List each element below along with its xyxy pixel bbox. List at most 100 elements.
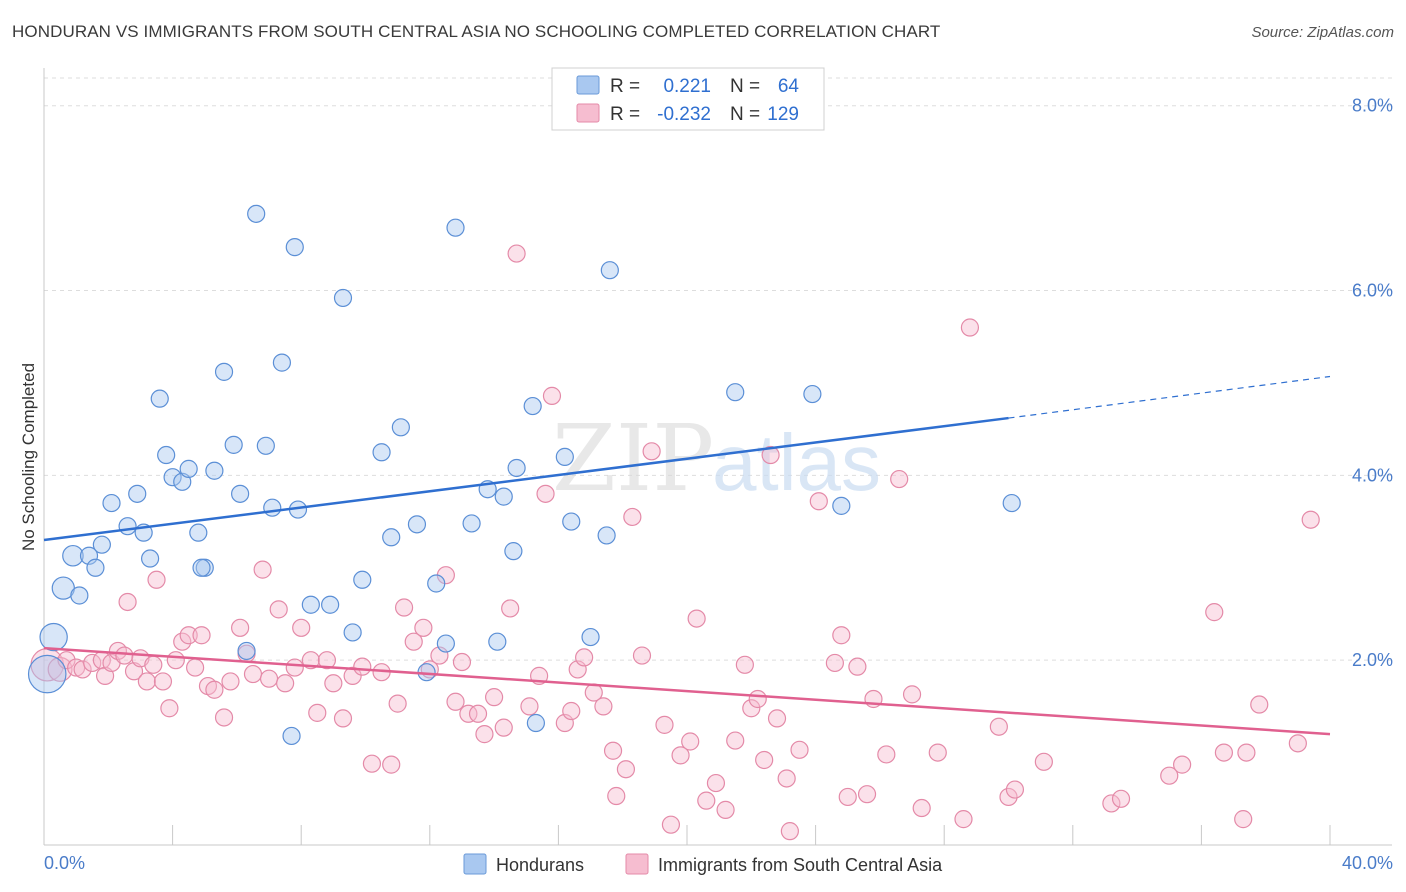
trend-lines — [43, 375, 1331, 736]
point-hondurans — [526, 713, 545, 733]
point-immigrants — [285, 658, 304, 677]
bottom-legend-label-immigrants: Immigrants from South Central Asia — [658, 855, 943, 875]
point-immigrants — [655, 715, 674, 734]
y-tick-label: 2.0% — [1352, 650, 1393, 670]
point-immigrants — [928, 743, 947, 762]
y-tick-label: 8.0% — [1352, 96, 1393, 116]
point-immigrants — [452, 652, 472, 672]
point-hondurans — [301, 595, 320, 614]
point-hondurans — [446, 218, 465, 237]
point-immigrants — [999, 787, 1018, 807]
point-immigrants — [333, 709, 353, 728]
point-hondurans — [263, 498, 282, 517]
y-tick-label: 6.0% — [1352, 281, 1393, 301]
point-immigrants — [1250, 695, 1269, 714]
legend-n-label-immigrants: N = — [730, 104, 760, 125]
legend: R = 0.221 N = 64 R = -0.232 N = 129 — [551, 67, 825, 131]
point-immigrants — [1237, 743, 1256, 762]
point-hondurans — [285, 238, 304, 257]
point-immigrants — [388, 694, 407, 713]
point-immigrants — [485, 688, 504, 707]
point-immigrants — [616, 760, 636, 779]
point-immigrants — [761, 445, 780, 465]
point-immigrants — [780, 822, 799, 841]
point-hondurans — [523, 396, 542, 416]
point-hondurans — [256, 436, 275, 455]
x-tick-label: 40.0% — [1342, 853, 1393, 873]
point-hondurans — [462, 514, 481, 533]
point-immigrants — [353, 657, 372, 676]
y-axis-label: No Schooling Completed — [19, 363, 38, 551]
point-immigrants — [877, 745, 896, 764]
point-immigrants — [562, 701, 581, 721]
point-immigrants — [173, 632, 192, 651]
point-immigrants — [394, 598, 414, 617]
point-immigrants — [838, 787, 857, 807]
point-immigrants — [115, 646, 134, 665]
point-hondurans — [39, 622, 68, 652]
point-immigrants — [269, 600, 288, 619]
point-hondurans — [504, 542, 523, 561]
point-immigrants — [890, 469, 909, 489]
point-immigrants — [790, 740, 809, 759]
point-immigrants — [1288, 734, 1307, 753]
chart-title: HONDURAN VS IMMIGRANTS FROM SOUTH CENTRA… — [12, 22, 941, 41]
point-immigrants — [494, 718, 513, 737]
point-immigrants — [253, 560, 272, 579]
point-immigrants — [848, 657, 867, 676]
point-immigrants — [475, 725, 494, 744]
source-label: Source: ZipAtlas.com — [1251, 24, 1394, 41]
point-immigrants — [603, 741, 623, 760]
point-immigrants — [73, 660, 92, 679]
point-hondurans — [803, 384, 822, 404]
point-hondurans — [494, 487, 513, 506]
legend-r-label-hondurans: R = — [610, 76, 640, 97]
point-hondurans — [192, 558, 211, 577]
point-hondurans — [189, 523, 208, 542]
point-immigrants — [137, 672, 156, 691]
point-hondurans — [163, 468, 182, 487]
point-immigrants — [292, 618, 311, 637]
point-hondurans — [488, 632, 507, 651]
point-immigrants — [755, 750, 774, 770]
bottom-legend-swatch-hondurans — [463, 853, 487, 875]
point-immigrants — [468, 704, 488, 723]
point-immigrants — [1205, 603, 1224, 622]
point-immigrants — [735, 655, 754, 674]
bottom-legend-swatch-immigrants — [625, 853, 649, 875]
point-immigrants — [317, 651, 337, 670]
bottom-legend: Hondurans Immigrants from South Central … — [463, 853, 943, 875]
point-immigrants — [767, 709, 787, 728]
point-immigrants — [147, 570, 166, 589]
point-immigrants — [642, 442, 661, 461]
point-immigrants — [507, 244, 526, 263]
point-hondurans — [92, 535, 111, 554]
watermark: ZIP atlas — [552, 405, 881, 512]
trend-line-immigrants — [43, 646, 1331, 736]
point-immigrants — [1102, 794, 1121, 813]
point-immigrants — [777, 769, 796, 788]
point-immigrants — [809, 492, 828, 511]
legend-n-value-hondurans: 64 — [778, 76, 800, 97]
point-immigrants — [989, 717, 1008, 736]
legend-n-value-immigrants: 129 — [767, 104, 799, 125]
point-hondurans — [128, 484, 147, 503]
point-immigrants — [343, 666, 362, 685]
point-hondurans — [427, 574, 446, 593]
point-hondurans — [237, 641, 256, 661]
point-hondurans — [353, 570, 372, 589]
point-immigrants — [231, 618, 250, 637]
point-immigrants — [118, 592, 137, 612]
axes — [43, 68, 1392, 846]
point-hondurans — [62, 544, 84, 567]
y-tick-label: 4.0% — [1352, 465, 1393, 485]
point-immigrants — [536, 484, 555, 503]
point-immigrants — [697, 791, 716, 810]
point-immigrants — [259, 669, 279, 688]
point-immigrants — [960, 318, 980, 337]
legend-r-value-immigrants: -0.232 — [657, 104, 711, 125]
point-immigrants — [902, 685, 922, 704]
point-immigrants — [214, 708, 234, 727]
point-hondurans — [555, 447, 574, 466]
point-immigrants — [575, 648, 594, 667]
